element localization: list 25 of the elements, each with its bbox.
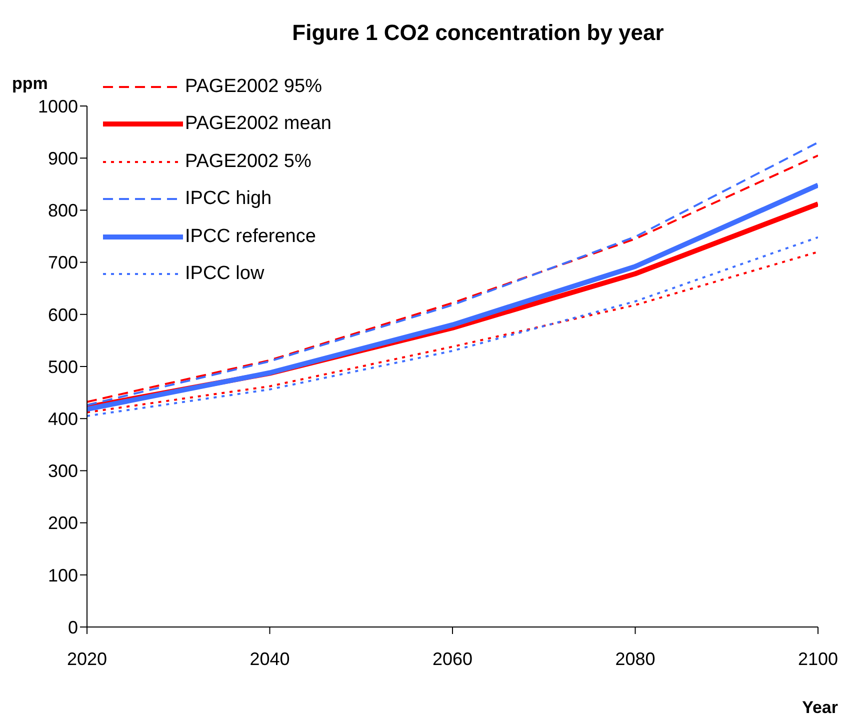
x-axis-title: Year [802,698,838,718]
y-axis-title: ppm [12,74,48,94]
y-tick-label: 900 [48,148,78,168]
y-tick-label: 300 [48,461,78,482]
y-tick-label: 100 [48,565,78,586]
x-tick-label: 2080 [615,648,656,669]
y-tick-label: 400 [48,408,78,429]
y-tick-label: 0 [68,617,78,638]
legend-label: PAGE2002 mean [185,113,332,136]
legend-label: PAGE2002 95% [185,76,322,98]
x-tick-label: 2020 [66,648,108,669]
y-tick-label: 200 [48,513,78,534]
y-tick-label: 600 [48,304,78,325]
x-tick-label: 2060 [432,648,473,669]
legend-label: PAGE2002 5% [185,150,312,173]
y-tick-label: 1000 [38,96,78,116]
y-tick-label: 700 [48,252,78,273]
chart-title: Figure 1 CO2 concentration by year [291,20,665,46]
y-tick-label: 800 [48,200,78,221]
legend-label: IPCC reference [185,226,316,248]
y-tick-label: 500 [48,356,78,377]
x-tick-label: 2040 [250,648,290,669]
legend-label: IPCC high [185,188,272,210]
x-tick-label: 2100 [798,648,838,669]
legend-label: IPCC low [185,263,264,286]
